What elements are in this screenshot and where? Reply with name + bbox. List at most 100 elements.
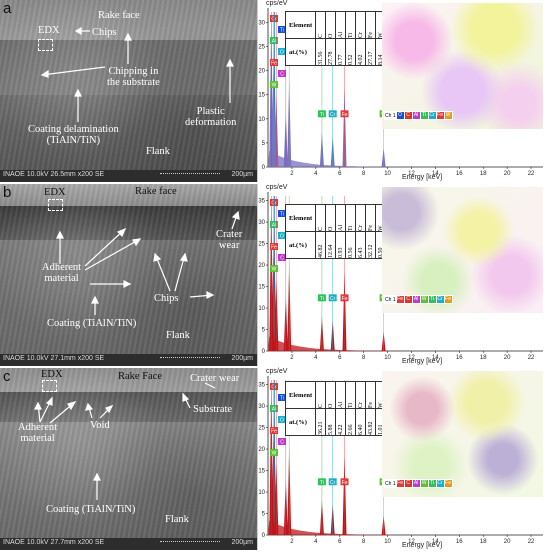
peak-label-box	[270, 37, 278, 44]
x-tick-label: 2	[290, 355, 294, 361]
x-tick-label: 16	[456, 171, 463, 177]
peak-label-box	[278, 394, 286, 401]
sem-footer: INAOE 10.0kV 27.1mm x200 SE 200µm	[0, 354, 257, 366]
peak-label-box	[278, 26, 286, 33]
edx-region-box	[38, 39, 53, 51]
peak-label-box	[270, 221, 278, 228]
sem-image-b: b Rake face EDX Crater wear Adherent mat…	[0, 184, 257, 366]
x-tick-label: 6	[338, 355, 342, 361]
y-unit: cps/eV	[266, 184, 288, 191]
legend-swatch: Al	[412, 112, 420, 119]
legend-swatch: W	[420, 296, 428, 303]
peak-label-box	[278, 438, 286, 445]
label-edx: EDX	[41, 369, 63, 380]
spectrum-continuum	[268, 336, 412, 351]
label-coating-delamination: Coating delamination (TiAlN/TiN)	[28, 124, 119, 146]
peak-label-box	[328, 110, 337, 118]
spectrum-continuum	[268, 520, 412, 535]
peak-label-box	[340, 478, 349, 486]
y-tick-label: 20	[258, 447, 265, 453]
spectrum-peaks: CrTiAlOFeCWTiCrFeW	[269, 196, 388, 351]
table-header-cell: C	[315, 11, 326, 39]
y-tick-label: 10	[258, 490, 265, 496]
legend-swatch: Fe	[444, 480, 452, 487]
x-tick-label: 20	[504, 355, 511, 361]
y-tick-label: 20	[258, 263, 265, 269]
y-tick-label: 15	[258, 469, 265, 475]
peak-label: W	[272, 451, 277, 457]
peak-label: Al	[272, 407, 276, 413]
table-header-cell: Al	[335, 381, 346, 409]
table-header-cell: O	[325, 381, 336, 409]
peak-label: Fe	[342, 296, 348, 302]
x-tick-label: 22	[528, 355, 535, 361]
x-tick-label: 4	[314, 355, 318, 361]
annotation-arrows	[40, 26, 234, 122]
table-header-cell: Fe	[365, 11, 376, 39]
label-edx: EDX	[44, 187, 66, 198]
y-tick-label: 0	[262, 349, 266, 355]
legend-swatch: Fe	[396, 296, 404, 303]
table-header-cell: Cr	[355, 11, 366, 39]
panel-letter: a	[3, 0, 12, 17]
spectrum-plot: 05101520253035246810121416182022CrTiAlOF…	[258, 376, 543, 545]
table-value-cell: 27.17	[365, 38, 376, 66]
table-header-cell: Ti	[345, 11, 356, 39]
y-tick-label: 10	[258, 117, 265, 123]
peak-label-box	[278, 48, 286, 55]
peak-label: Ti	[320, 296, 324, 302]
peak-label: O	[280, 418, 284, 424]
table-value-cell: 0.56	[345, 231, 356, 259]
peak-label: W	[272, 267, 277, 273]
legend-swatch: Al	[412, 480, 420, 487]
peak-label: Fe	[271, 61, 277, 67]
element-map-c: Ch 1 Fe C Al W Ti Cr Fe	[382, 371, 543, 497]
legend-swatch: Cr	[436, 480, 444, 487]
label-substrate: Substrate	[193, 404, 233, 415]
sem-image-c: c Rake Face EDX Crater wear Substrate Ad…	[0, 368, 257, 550]
peak-label: Cr	[330, 296, 336, 302]
x-axis-label: Energy [keV]	[402, 358, 443, 365]
sem-info: INAOE 10.0kV 26.5mm x200 SE	[3, 171, 105, 178]
table-header-element: Element	[284, 11, 317, 39]
peak-label-box	[278, 254, 286, 261]
table-row-label: at.(%)	[284, 38, 317, 66]
label-adherent-material: Adherent material	[18, 422, 58, 444]
sem-footer: INAOE 10.0kV 27.7mm x200 SE 200µm	[0, 538, 257, 550]
table-header-cell: Cr	[355, 204, 366, 232]
y-tick-label: 5	[262, 512, 266, 518]
y-tick-label: 25	[258, 45, 265, 51]
peak-label-box	[278, 210, 286, 217]
legend-label: Ch 1	[385, 480, 396, 487]
y-unit: cps/eV	[266, 0, 288, 7]
table-value-cell: 0.93	[335, 231, 346, 259]
peak-label-box	[328, 478, 337, 486]
peak-label-box	[270, 265, 278, 272]
x-tick-label: 16	[456, 539, 463, 545]
y-tick-label: 25	[258, 242, 265, 248]
map-legend: Ch 1 Fe C Al W Ti Cr Fe	[384, 295, 453, 304]
peak-label-box	[270, 427, 278, 434]
table-value-cell: 2.66	[345, 408, 356, 436]
annotation-arrows	[34, 382, 216, 500]
legend-swatch: C	[404, 112, 412, 119]
table-value-cell: 0.52	[345, 38, 356, 66]
x-tick-label: 10	[384, 355, 391, 361]
label-crater-wear: Crater wear	[216, 229, 243, 251]
spectrum-peaks: CrTiAlOFeCWTiCrFeW	[269, 12, 388, 167]
peak-label-box	[270, 81, 278, 88]
x-tick-label: 14	[432, 171, 439, 177]
legend-swatch: C	[404, 296, 412, 303]
label-chips: Chips	[154, 293, 179, 304]
x-tick-label: 8	[362, 171, 366, 177]
table-header-cell: Ti	[345, 204, 356, 232]
peak-label: Fe	[271, 429, 277, 435]
y-tick-label: 5	[262, 141, 266, 147]
x-tick-label: 14	[432, 355, 439, 361]
label-crater-wear: Crater wear	[190, 373, 240, 384]
x-tick-label: 18	[480, 355, 487, 361]
label-rake-face: Rake face	[135, 186, 177, 197]
element-map-b: Ch 1 Fe C Al W Ti Cr Fe	[382, 187, 543, 313]
peak-label-box	[270, 243, 278, 250]
x-tick-label: 14	[432, 539, 439, 545]
